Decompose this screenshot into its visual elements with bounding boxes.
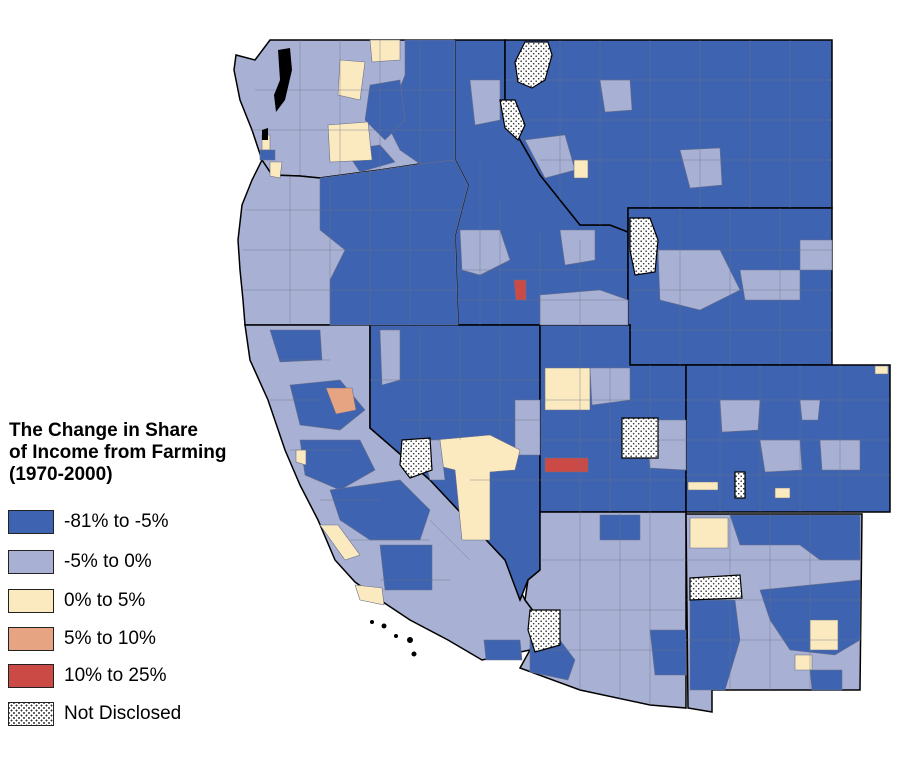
legend-swatch	[8, 589, 54, 613]
legend-title: The Change in Share of Income from Farmi…	[9, 420, 227, 485]
coast-islands	[262, 48, 417, 657]
legend-label: -5% to 0%	[64, 551, 152, 572]
legend-swatch	[8, 702, 54, 726]
legend-label: 0% to 5%	[64, 590, 146, 611]
county-lines	[243, 40, 890, 705]
legend-label: -81% to -5%	[64, 511, 169, 532]
legend-swatch	[8, 550, 54, 574]
legend-swatch	[8, 627, 54, 651]
legend-label: Not Disclosed	[64, 703, 182, 724]
legend-swatch	[8, 664, 54, 688]
county-patches	[259, 39, 889, 691]
not-disclosed-counties	[399, 41, 746, 653]
legend-swatch	[8, 510, 54, 534]
legend-label: 5% to 10%	[64, 628, 156, 649]
legend-label: 10% to 25%	[64, 665, 167, 686]
